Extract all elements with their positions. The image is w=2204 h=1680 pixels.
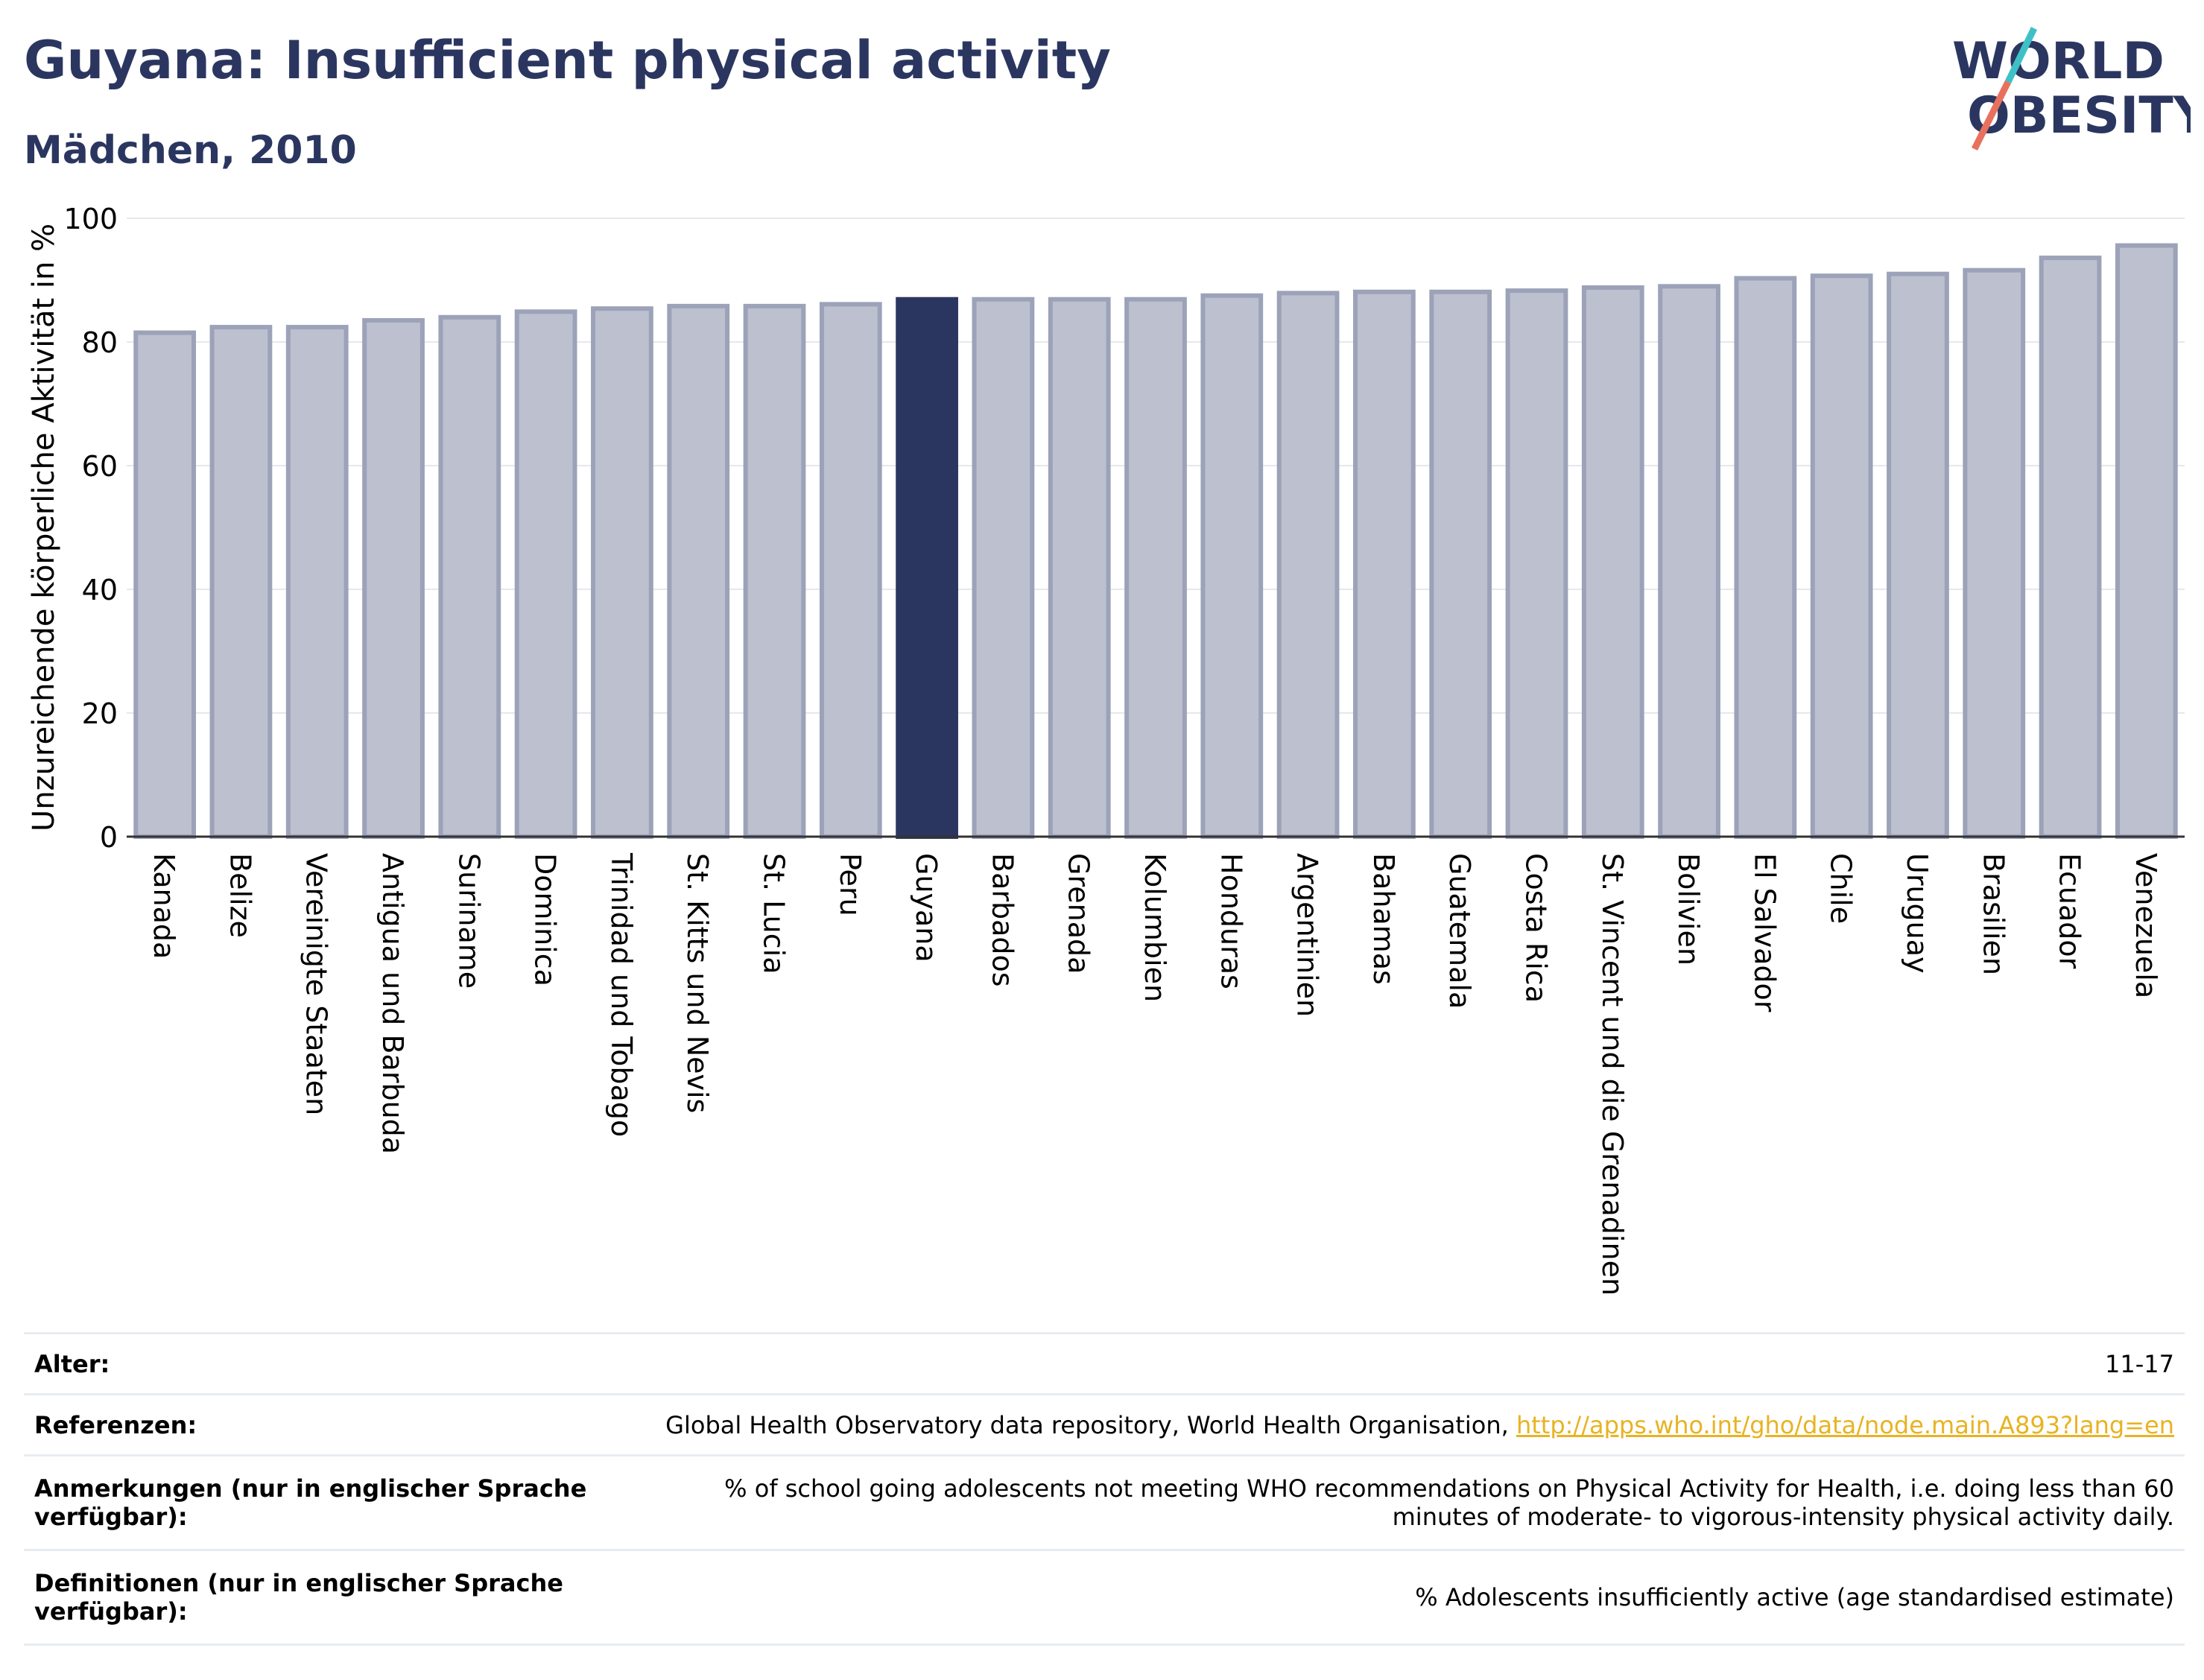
y-tick-label: 20 <box>82 697 118 730</box>
y-tick-label: 40 <box>82 574 118 606</box>
bar-honduras <box>1200 293 1264 839</box>
bar-el-salvador <box>1734 276 1797 839</box>
x-tick-label: Suriname <box>452 853 485 989</box>
definitions-label: Definitionen (nur in englischer Sprache … <box>24 1549 611 1646</box>
bar-trinidad-und-tobago <box>591 306 653 839</box>
logo-slash-bottom <box>1971 80 2012 151</box>
x-tick-label: Vereinigte Staaten <box>300 853 333 1115</box>
bar-st-kitts-und-nevis <box>667 303 730 839</box>
x-tick-label: Argentinien <box>1291 853 1324 1017</box>
x-tick-label: Ecuador <box>2053 853 2086 969</box>
info-row-references: Referenzen: Global Health Observatory da… <box>24 1393 2185 1456</box>
bar-st-vincent-und-die-grenadinen <box>1581 285 1644 839</box>
x-tick-label: St. Vincent und die Grenadinen <box>1596 853 1629 1296</box>
x-tick-label: Dominica <box>529 853 562 986</box>
bar-peru <box>819 302 882 839</box>
x-tick-label: St. Lucia <box>758 853 791 974</box>
x-tick-label: El Salvador <box>1748 853 1781 1012</box>
bar-dominica <box>514 309 577 839</box>
bar-suriname <box>438 314 501 839</box>
chart-subtitle: Mädchen, 2010 <box>24 128 357 173</box>
x-axis-labels: Kanada Belize Vereinigte Staaten Antigua un… <box>148 852 2162 1296</box>
bar-argentinien <box>1276 291 1340 839</box>
x-tick-label: Trinidad und Tobago <box>605 852 638 1137</box>
bar-kanada <box>133 330 197 839</box>
bar-antigua-und-barbuda <box>362 317 425 839</box>
bar-uruguay <box>1887 271 1949 839</box>
info-table: Alter: 11-17 Referenzen: Global Health O… <box>24 1332 2185 1646</box>
info-row-definitions: Definitionen (nur in englischer Sprache … <box>24 1549 2185 1646</box>
age-value: 11-17 <box>611 1332 2185 1395</box>
bar-costa-rica <box>1505 288 1568 839</box>
bar-kolumbien <box>1124 297 1187 840</box>
age-label: Alter: <box>24 1332 611 1395</box>
bar-guatemala <box>1429 289 1492 839</box>
logo-slash-top <box>2004 27 2038 83</box>
info-row-notes: Anmerkungen (nur in englischer Sprache v… <box>24 1454 2185 1550</box>
x-tick-label: Belize <box>224 853 256 938</box>
references-label: Referenzen: <box>24 1393 611 1456</box>
bar-grenada <box>1048 297 1111 840</box>
bars <box>133 243 2178 840</box>
y-axis-label: Unzureichende körperliche Aktivität in % <box>27 224 61 831</box>
definitions-value: % Adolescents insufficiently active (age… <box>611 1549 2185 1646</box>
y-tick-label: 100 <box>63 203 118 235</box>
x-tick-label: Brasilien <box>1977 853 2010 975</box>
bar-belize <box>209 325 273 839</box>
chart-title: Guyana: Insufficient physical activity <box>24 30 1111 91</box>
notes-label: Anmerkungen (nur in englischer Sprache v… <box>24 1454 611 1550</box>
x-tick-label: Peru <box>834 853 867 916</box>
logo-line1: WORLD <box>1952 32 2165 91</box>
bar-venezuela <box>2115 243 2178 839</box>
info-row-age: Alter: 11-17 <box>24 1332 2185 1395</box>
y-axis-ticks: 0 20 40 60 80 100 <box>63 203 118 854</box>
references-text: Global Health Observatory data repositor… <box>665 1410 1516 1439</box>
x-tick-label: Costa Rica <box>1519 853 1552 1003</box>
bar-bahamas <box>1353 289 1416 839</box>
bar-st-lucia <box>743 303 806 839</box>
bar-guyana <box>896 297 958 840</box>
x-tick-label: Bolivien <box>1672 853 1705 966</box>
x-tick-label: Uruguay <box>1901 853 1934 974</box>
x-tick-label: Chile <box>1825 853 1858 924</box>
bar-barbados <box>972 297 1035 840</box>
bar-vereinigte-staaten <box>285 325 349 839</box>
x-tick-label: Bahamas <box>1367 853 1400 985</box>
bar-ecuador <box>2039 256 2102 839</box>
y-tick-label: 0 <box>100 821 118 854</box>
x-tick-label: Kolumbien <box>1139 853 1171 1002</box>
bar-bolivien <box>1658 284 1720 839</box>
notes-value: % of school going adolescents not meetin… <box>611 1454 2185 1550</box>
world-obesity-logo: WORLD OBESITY <box>1952 27 2191 151</box>
x-tick-label: St. Kitts und Nevis <box>681 853 714 1113</box>
bar-chile <box>1810 273 1873 839</box>
x-tick-label: Guyana <box>910 853 943 963</box>
references-link[interactable]: http://apps.who.int/gho/data/node.main.A… <box>1516 1410 2174 1439</box>
references-value: Global Health Observatory data repositor… <box>611 1393 2185 1456</box>
x-tick-label: Venezuela <box>2129 853 2162 998</box>
x-tick-label: Honduras <box>1215 853 1247 989</box>
x-tick-label: Antigua und Barbuda <box>376 853 409 1154</box>
x-tick-label: Grenada <box>1063 853 1095 974</box>
x-tick-label: Barbados <box>986 853 1019 987</box>
bar-chart: 0 20 40 60 80 100 Kanada Belize Vereinigte Staa… <box>27 203 2185 1296</box>
x-tick-label: Kanada <box>148 853 180 959</box>
y-tick-label: 80 <box>82 326 118 359</box>
bar-brasilien <box>1963 267 2026 840</box>
x-tick-label: Guatemala <box>1443 853 1476 1009</box>
y-tick-label: 60 <box>82 450 118 483</box>
